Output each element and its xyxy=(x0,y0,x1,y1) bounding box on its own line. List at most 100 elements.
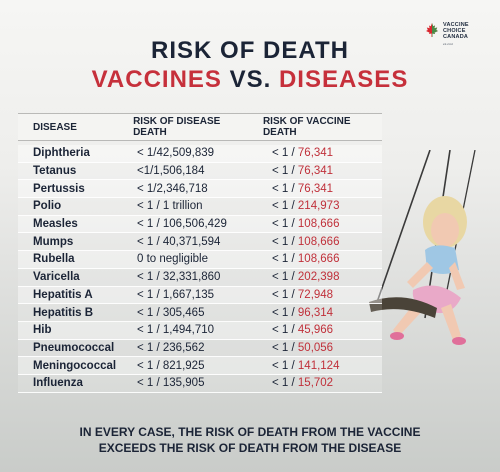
vaccine-risk-prefix: < 1 / xyxy=(272,288,298,301)
vaccine-risk-prefix: < 1 / xyxy=(272,341,298,354)
disease-risk: < 1 / 305,465 xyxy=(137,306,205,319)
disease-risk: < 1 / 1,494,710 xyxy=(137,324,215,337)
disease-name: Tetanus xyxy=(33,165,77,178)
table-row: Measles < 1 / 106,506,429 < 1 / 108,666 xyxy=(18,215,382,234)
vaccine-risk-prefix: < 1 / xyxy=(272,253,298,266)
disease-name: Pneumococcal xyxy=(33,341,115,354)
vaccine-risk-value: 15,702 xyxy=(297,377,334,390)
disease-risk: < 1 / 32,331,860 xyxy=(137,271,221,284)
table-row: Diphtheria < 1/42,509,839 < 1 / 76,341 xyxy=(18,145,382,163)
header-disease-death: RISK OF DISEASE DEATH xyxy=(133,116,221,138)
table-row: Mumps < 1 / 40,371,594 < 1 / 108,666 xyxy=(18,233,382,252)
vaccine-risk: < 1 / 214,973 xyxy=(263,200,339,212)
disease-risk: < 1 / 821,925 xyxy=(137,359,205,372)
disease-name: Hepatitis B xyxy=(33,306,94,319)
vaccine-risk-value: 96,314 xyxy=(297,306,334,319)
disease-risk: < 1 / 236,562 xyxy=(137,341,205,354)
vaccine-risk-value: 76,341 xyxy=(297,165,334,178)
table-row: Meningococcal < 1 / 821,925 < 1 / 141,124 xyxy=(18,357,382,375)
table-row: Hepatitis A < 1 / 1,667,135 < 1 / 72,948 xyxy=(18,286,382,305)
title-vaccines: VACCINES xyxy=(91,66,222,93)
disease-risk: < 1 / 106,506,429 xyxy=(137,218,227,231)
vaccine-risk: < 1 / 96,314 xyxy=(263,307,333,319)
vaccine-risk: < 1 / 141,124 xyxy=(263,360,339,372)
disease-risk: 0 to negligible xyxy=(137,253,208,266)
disease-name: Measles xyxy=(33,218,78,231)
vaccine-risk: < 1 / 108,666 xyxy=(263,218,339,230)
conclusion-line-1: IN EVERY CASE, THE RISK OF DEATH FROM TH… xyxy=(79,425,421,439)
brand-logo: VACCINE CHOICE CANADA vc.cmr xyxy=(424,22,469,47)
disease-risk: < 1/2,346,718 xyxy=(137,182,208,195)
disease-name: Hib xyxy=(33,324,52,337)
vaccine-risk-value: 108,666 xyxy=(297,235,340,248)
vaccine-risk-prefix: < 1 / xyxy=(272,165,298,178)
brand-name: VACCINE CHOICE CANADA vc.cmr xyxy=(443,22,469,47)
table-header: DISEASE RISK OF DISEASE DEATH RISK OF VA… xyxy=(18,113,382,141)
vaccine-risk-prefix: < 1 / xyxy=(272,182,298,195)
table-row: Hepatitis B < 1 / 305,465 < 1 / 96,314 xyxy=(18,304,382,322)
vaccine-risk: < 1 / 50,056 xyxy=(263,342,333,354)
vaccine-risk: < 1 / 45,966 xyxy=(263,324,333,336)
vaccine-risk-value: 50,056 xyxy=(297,341,334,354)
brand-line-4: vc.cmr xyxy=(443,42,454,46)
disease-risk: < 1 / 1 trillion xyxy=(137,200,203,213)
vaccine-risk-value: 72,948 xyxy=(297,288,334,301)
disease-name: Rubella xyxy=(33,253,75,266)
disease-name: Hepatitis A xyxy=(33,288,93,301)
disease-name: Mumps xyxy=(33,235,74,248)
vaccine-risk: < 1 / 108,666 xyxy=(263,236,339,248)
title-vs: VS. xyxy=(229,66,272,93)
vaccine-risk-value: 202,398 xyxy=(297,271,340,284)
disease-name: Influenza xyxy=(33,377,83,390)
disease-name: Meningococcal xyxy=(33,359,117,372)
risk-table: Diphtheria < 1/42,509,839 < 1 / 76,341 Tet… xyxy=(18,145,382,393)
header-disease: DISEASE xyxy=(33,121,77,133)
brand-line-1: VACCINE xyxy=(443,22,469,28)
table-row: Polio < 1 / 1 trillion < 1 / 214,973 xyxy=(18,198,382,216)
vaccine-risk: < 1 / 72,948 xyxy=(263,289,333,301)
vaccine-risk: < 1 / 108,666 xyxy=(263,253,339,265)
vaccine-risk: < 1 / 15,702 xyxy=(263,377,333,389)
disease-name: Diphtheria xyxy=(33,147,90,160)
vaccine-risk-value: 76,341 xyxy=(297,182,334,195)
disease-risk: < 1/42,509,839 xyxy=(137,147,215,160)
disease-name: Polio xyxy=(33,200,62,213)
vaccine-risk-value: 141,124 xyxy=(297,359,340,372)
conclusion-line-2: EXCEEDS THE RISK OF DEATH FROM THE DISEA… xyxy=(98,441,402,455)
child-on-swing-illustration xyxy=(369,150,476,345)
table-row: Hib < 1 / 1,494,710 < 1 / 45,966 xyxy=(18,321,382,340)
header-vaccine-death: RISK OF VACCINE DEATH xyxy=(262,116,351,138)
disease-name: Varicella xyxy=(33,271,80,284)
table-row: Pneumococcal < 1 / 236,562 < 1 / 50,056 xyxy=(18,339,382,358)
vaccine-risk-prefix: < 1 / xyxy=(272,359,298,372)
table-row: Pertussis < 1/2,346,718 < 1 / 76,341 xyxy=(18,180,382,199)
vaccine-risk: < 1 / 202,398 xyxy=(263,271,339,283)
page-title: RISK OF DEATH xyxy=(151,37,349,64)
conclusion-text: IN EVERY CASE, THE RISK OF DEATH FROM TH… xyxy=(0,424,500,456)
page-subtitle: VACCINES VS. DISEASES xyxy=(0,66,500,94)
vaccine-risk: < 1 / 76,341 xyxy=(263,165,333,177)
maple-leaf-icon xyxy=(426,23,438,37)
vaccine-risk: < 1 / 76,341 xyxy=(263,147,333,159)
vaccine-risk-prefix: < 1 / xyxy=(272,235,298,248)
disease-risk: <1/1,506,184 xyxy=(137,165,205,178)
disease-name: Pertussis xyxy=(33,182,85,195)
vaccine-risk: < 1 / 76,341 xyxy=(263,183,333,195)
vaccine-risk-value: 45,966 xyxy=(297,324,334,337)
vaccine-risk-prefix: < 1 / xyxy=(272,218,298,231)
table-row: Tetanus <1/1,506,184 < 1 / 76,341 xyxy=(18,162,382,181)
vaccine-risk-prefix: < 1 / xyxy=(272,324,298,337)
table-row: Varicella < 1 / 32,331,860 < 1 / 202,398 xyxy=(18,268,382,287)
disease-risk: < 1 / 1,667,135 xyxy=(137,288,215,301)
vaccine-risk-value: 214,973 xyxy=(297,200,340,213)
title-diseases: DISEASES xyxy=(278,66,409,93)
vaccine-risk-value: 108,666 xyxy=(297,218,340,231)
vaccine-risk-prefix: < 1 / xyxy=(272,271,298,284)
vaccine-risk-prefix: < 1 / xyxy=(272,147,298,160)
disease-risk: < 1 / 40,371,594 xyxy=(137,235,221,248)
table-row: Influenza < 1 / 135,905 < 1 / 15,702 xyxy=(18,374,382,393)
brand-line-2: CHOICE xyxy=(443,28,466,34)
vaccine-risk-prefix: < 1 / xyxy=(272,200,298,213)
brand-line-3: CANADA xyxy=(443,34,469,40)
